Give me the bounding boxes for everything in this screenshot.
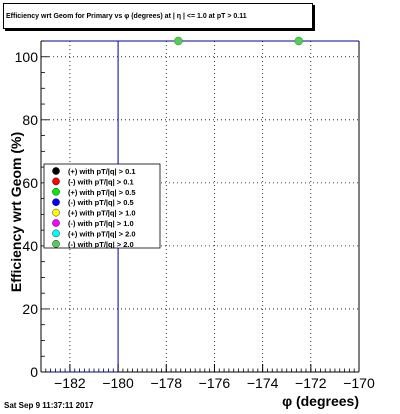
y-tick-label: 100 bbox=[15, 49, 39, 65]
x-tick-label: −180 bbox=[102, 375, 134, 391]
data-point bbox=[294, 36, 304, 46]
legend-label: (+) with pT/|q| > 0.1 bbox=[68, 167, 136, 176]
chart-title-box: Efficiency wrt Geom for Primary vs φ (de… bbox=[3, 3, 313, 29]
timestamp-footer: Sat Sep 9 11:37:11 2017 bbox=[4, 401, 94, 410]
legend-label: (-) with pT/|q| > 0.5 bbox=[68, 198, 134, 207]
y-tick-label: 80 bbox=[22, 112, 38, 128]
legend-marker bbox=[52, 229, 60, 238]
x-tick-label: −174 bbox=[247, 375, 279, 391]
x-tick-label: −178 bbox=[150, 375, 182, 391]
legend-marker bbox=[52, 167, 60, 175]
legend-marker bbox=[52, 208, 60, 217]
legend-marker bbox=[52, 239, 60, 248]
legend-label: (+) with pT/|q| > 1.0 bbox=[68, 209, 136, 218]
x-tick-label: −172 bbox=[295, 375, 327, 391]
y-axis-label: Efficiency wrt Geom (%) bbox=[8, 132, 24, 292]
legend-marker bbox=[52, 177, 60, 186]
legend-marker bbox=[52, 187, 60, 196]
legend-label: (-) with pT/|q| > 2.0 bbox=[68, 240, 134, 249]
data-points bbox=[174, 36, 304, 46]
legend-label: (+) with pT/|q| > 0.5 bbox=[68, 188, 136, 197]
x-axis-label: φ (degrees) bbox=[282, 393, 359, 409]
y-tick-label: 40 bbox=[22, 238, 38, 254]
ticks: −182 −180 −178 −176 −174 −172 −170 0 20 40 60 80 100 bbox=[15, 40, 375, 391]
legend-label: (-) with pT/|q| > 0.1 bbox=[68, 177, 134, 186]
legend-marker bbox=[52, 198, 60, 206]
y-tick-label: 60 bbox=[22, 175, 38, 191]
y-tick-label: 20 bbox=[22, 301, 38, 317]
x-tick-label: −170 bbox=[343, 375, 375, 391]
legend-marker bbox=[52, 219, 60, 227]
legend-label: (+) with pT/|q| > 2.0 bbox=[68, 229, 136, 238]
data-point bbox=[174, 36, 183, 46]
y-tick-label: 0 bbox=[30, 364, 38, 380]
legend-label: (-) with pT/|q| > 1.0 bbox=[68, 219, 134, 228]
x-tick-label: −176 bbox=[199, 375, 231, 391]
legend-box bbox=[43, 163, 161, 249]
chart-title: Efficiency wrt Geom for Primary vs φ (de… bbox=[6, 13, 247, 20]
plot-frame bbox=[41, 40, 360, 372]
x-tick-label: −182 bbox=[54, 375, 86, 391]
legend: (+) with pT/|q| > 0.1(-) with pT/|q| > 0… bbox=[43, 163, 161, 249]
